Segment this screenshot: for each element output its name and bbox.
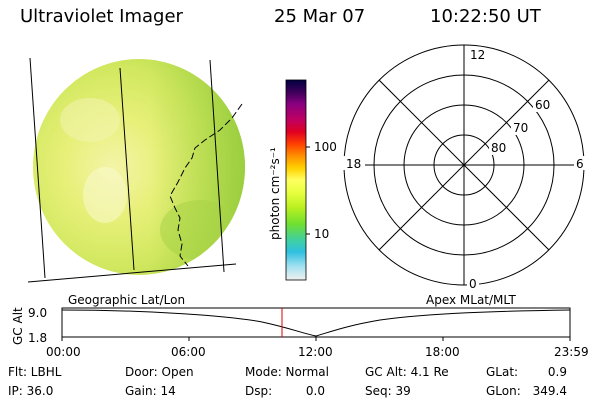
instrument-title: Ultraviolet Imager	[20, 6, 183, 27]
colorbar-tick-100: 100	[314, 140, 337, 154]
uv-image-disk	[27, 57, 245, 283]
color-scale-bar	[285, 79, 310, 281]
y-tick-9: 9.0	[28, 306, 47, 320]
mlt-label-0: 0	[469, 277, 477, 291]
door-readout: Door: Open	[125, 365, 194, 379]
gc-alt-axis-label: GC Alt	[11, 307, 25, 345]
dsp-label: Dsp:	[245, 384, 272, 398]
mode-readout: Mode: Normal	[245, 365, 329, 379]
time-tick-0600: 06:00	[171, 345, 206, 359]
polar-dial	[343, 44, 585, 286]
gc-alt-readout: GC Alt: 4.1 Re	[365, 365, 449, 379]
ip-readout: IP: 36.0	[8, 384, 53, 398]
time-tick-1800: 18:00	[425, 345, 460, 359]
glon-label: GLon:	[486, 384, 521, 398]
geographic-label: Geographic Lat/Lon	[68, 293, 185, 307]
time-label: 10:22:50 UT	[430, 6, 541, 27]
time-tick-2359: 23:59	[554, 345, 589, 359]
altitude-timeline-plot	[61, 307, 571, 341]
date-label: 25 Mar 07	[274, 6, 366, 27]
dsp-value: 0.0	[306, 384, 325, 398]
mlt-label-12: 12	[470, 48, 485, 62]
glat-value: 0.9	[548, 365, 567, 379]
lat-label-70: 70	[513, 121, 528, 135]
glat-label: GLat:	[486, 365, 518, 379]
apex-label: Apex MLat/MLT	[426, 293, 516, 307]
colorbar-unit-label: photon cm⁻²s⁻¹	[268, 147, 282, 240]
colorbar-tick-10: 10	[314, 227, 329, 241]
gain-readout: Gain: 14	[125, 384, 176, 398]
mlt-label-6: 6	[576, 157, 584, 171]
lat-label-60: 60	[535, 98, 550, 112]
mlt-label-18: 18	[346, 157, 361, 171]
lat-label-80: 80	[491, 141, 506, 155]
time-tick-1200: 12:00	[298, 345, 333, 359]
glon-value: 349.4	[533, 384, 567, 398]
y-tick-1-8: 1.8	[28, 331, 47, 345]
time-tick-0000: 00:00	[46, 345, 81, 359]
seq-readout: Seq: 39	[365, 384, 411, 398]
filter-readout: Flt: LBHL	[8, 365, 62, 379]
